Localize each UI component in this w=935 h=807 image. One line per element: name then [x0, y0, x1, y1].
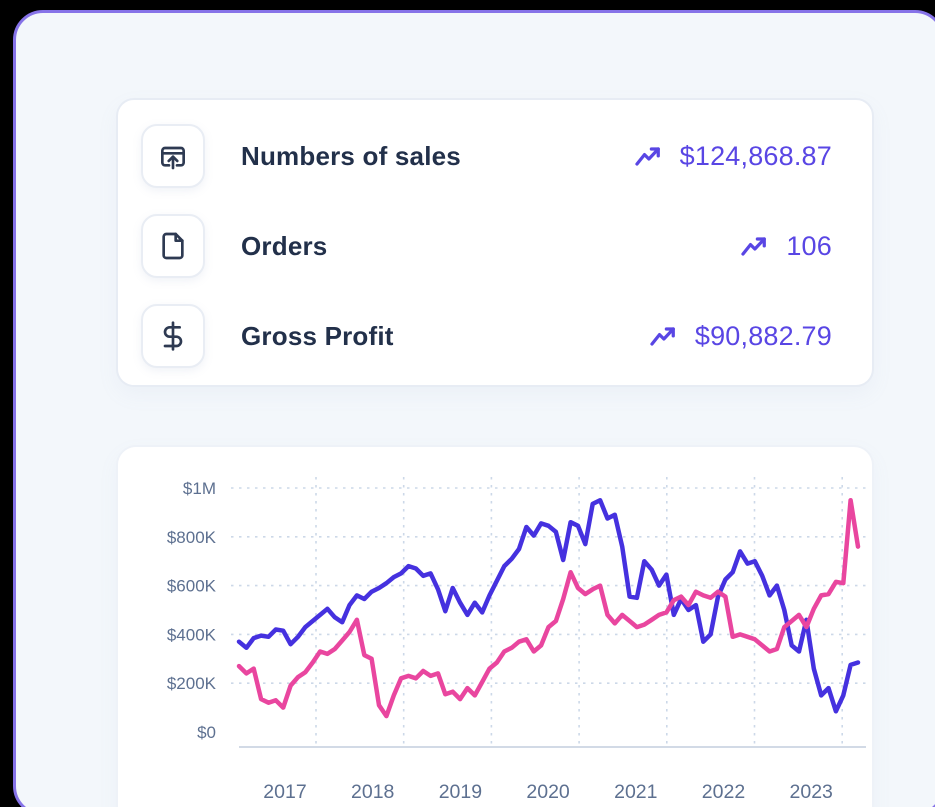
svg-text:2020: 2020 — [526, 781, 570, 803]
svg-text:$0: $0 — [197, 723, 216, 742]
svg-text:$200K: $200K — [167, 674, 217, 693]
trend-up-icon — [634, 144, 665, 169]
trend-up-icon — [740, 234, 771, 259]
kpi-row-numbers-of-sales: Numbers of sales $124,868.87 — [141, 124, 832, 188]
kpi-row-gross-profit: Gross Profit $90,882.79 — [141, 304, 832, 368]
dollar-icon — [163, 321, 183, 351]
kpi-label: Gross Profit — [241, 320, 394, 351]
file-icon — [162, 232, 184, 260]
kpi-icon-box — [141, 214, 205, 278]
kpi-value: $124,868.87 — [679, 140, 832, 171]
kpi-label: Orders — [241, 230, 328, 261]
line-chart: $1M $800K $600K $400K $200K $0 2017 2018 2019 202… — [167, 477, 866, 803]
kpi-row-orders: Orders 106 — [141, 214, 832, 278]
svg-text:2017: 2017 — [263, 781, 306, 803]
kpi-value: $90,882.79 — [694, 320, 832, 351]
svg-text:2022: 2022 — [702, 781, 745, 803]
sales-chart-card: $1M $800K $600K $400K $200K $0 2017 2018 2019 202… — [116, 445, 874, 807]
card-arrow-up-icon — [161, 146, 185, 170]
kpi-summary-card: Numbers of sales $124,868.87 Orders — [116, 98, 874, 387]
svg-text:2021: 2021 — [614, 781, 657, 803]
svg-text:$800K: $800K — [167, 528, 217, 547]
svg-text:2023: 2023 — [790, 781, 833, 803]
svg-text:$600K: $600K — [167, 577, 217, 596]
kpi-icon-box — [141, 304, 205, 368]
kpi-icon-box — [141, 124, 205, 188]
svg-text:$400K: $400K — [167, 625, 217, 644]
svg-text:2019: 2019 — [439, 781, 482, 803]
main-panel: Numbers of sales $124,868.87 Orders — [13, 10, 935, 807]
svg-text:2018: 2018 — [351, 781, 394, 803]
kpi-value: 106 — [786, 230, 832, 261]
kpi-label: Numbers of sales — [241, 140, 461, 171]
svg-text:$1M: $1M — [183, 479, 216, 498]
trend-up-icon — [649, 324, 680, 349]
